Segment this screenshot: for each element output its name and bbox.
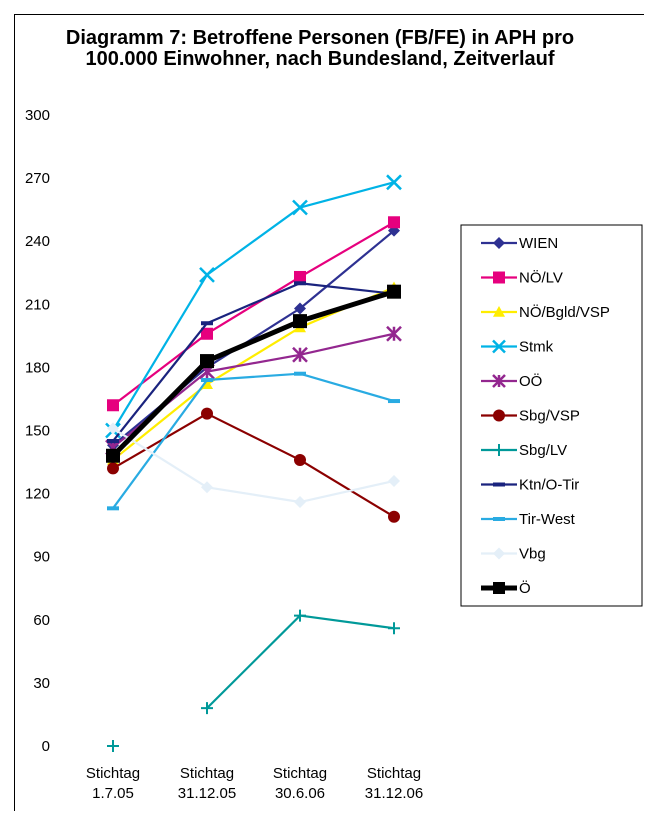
legend-label: Ktn/O-Tir (519, 477, 579, 494)
x-tick-label: 31.12.05 (178, 785, 236, 802)
legend-label: Stmk (519, 339, 554, 356)
legend-entry-noe-lv: NÖ/LV (481, 269, 563, 287)
data-point-sbg-vsp (388, 510, 400, 523)
data-point-stmk (199, 266, 215, 283)
data-point-noe-lv (388, 216, 400, 229)
data-point-noe-lv (107, 399, 119, 412)
series-line-ooe (112, 332, 395, 449)
y-tick-label: 120 (25, 486, 50, 503)
legend-entry-ooe: OÖ (481, 372, 542, 390)
data-point-wien (294, 302, 306, 315)
series-line-oe (111, 289, 395, 458)
data-point-oe (106, 448, 120, 463)
legend-entry-wien: WIEN (481, 235, 558, 252)
legend-entry-noe-bgld-vsp: NÖ/Bgld/VSP (481, 303, 610, 321)
data-point-sbg-lv (107, 740, 119, 752)
series-line-sbg-vsp (112, 412, 395, 518)
data-point-sbg-vsp (107, 462, 119, 475)
data-point-ooe (386, 325, 402, 342)
data-point-stmk (292, 199, 308, 216)
data-point-ooe (292, 346, 308, 363)
data-point-sbg-vsp (294, 453, 306, 466)
legend-entry-stmk: Stmk (481, 339, 554, 356)
y-tick-label: 240 (25, 233, 50, 250)
data-point-vbg (294, 496, 306, 509)
x-tick-label: 31.12.06 (365, 785, 423, 802)
data-point-vbg (388, 474, 400, 487)
chart-title: Diagramm 7: Betroffene Personen (FB/FE) … (65, 27, 575, 70)
data-point-noe-bgld-vsp (201, 378, 213, 390)
y-tick-label: 300 (25, 107, 50, 124)
data-point-tir-west (294, 371, 306, 376)
x-tick-label: Stichtag (273, 765, 327, 782)
legend-marker (493, 517, 505, 521)
data-point-tir-west (107, 506, 119, 511)
data-point-sbg-lv (388, 622, 400, 635)
x-tick-label: 1.7.05 (92, 785, 134, 802)
y-tick-label: 90 (33, 549, 50, 566)
legend-marker (492, 374, 506, 388)
legend-label: WIEN (519, 235, 558, 252)
legend-marker (493, 409, 505, 422)
series-line-ktn-o-tir (112, 282, 395, 442)
data-point-tir-west (201, 378, 213, 383)
series-line-stmk (112, 181, 395, 432)
legend-entry-sbg-lv: Sbg/LV (481, 442, 567, 459)
legend-label: NÖ/LV (519, 269, 563, 287)
data-point-ktn-o-tir (294, 281, 306, 286)
legend-marker (493, 306, 505, 317)
data-point-sbg-vsp (201, 407, 213, 420)
legend-entry-ktn-o-tir: Ktn/O-Tir (481, 477, 579, 494)
data-point-oe (387, 284, 401, 299)
y-tick-label: 270 (25, 170, 50, 187)
data-point-sbg-lv (294, 609, 306, 622)
legend-label: Tir-West (519, 511, 576, 528)
legend-entry-vbg: Vbg (481, 546, 546, 563)
data-point-vbg (107, 422, 119, 435)
data-point-noe-lv (294, 270, 306, 283)
data-point-noe-lv (201, 327, 213, 340)
chart-frame (14, 14, 644, 811)
data-point-tir-west (388, 399, 400, 404)
y-tick-label: 180 (25, 359, 50, 376)
y-tick-label: 60 (33, 612, 50, 629)
legend-label: Sbg/VSP (519, 408, 580, 425)
data-point-oe (200, 354, 214, 369)
legend-marker (493, 237, 505, 249)
x-tick-label: Stichtag (180, 765, 234, 782)
legend-marker (493, 444, 505, 456)
legend-label: NÖ/Bgld/VSP (519, 303, 610, 321)
legend-entry-tir-west: Tir-West (481, 511, 576, 528)
x-tick-label: 30.6.06 (275, 785, 325, 802)
y-tick-label: 0 (42, 738, 50, 755)
legend-entry-oe: Ö (481, 579, 531, 597)
data-point-stmk (386, 174, 402, 191)
y-tick-label: 210 (25, 296, 50, 313)
series-line-vbg (112, 427, 395, 504)
data-point-ktn-o-tir (201, 321, 213, 326)
series-line-tir-west (112, 372, 395, 509)
data-point-vbg (201, 481, 213, 494)
series-line-sbg-lv (206, 614, 395, 709)
data-point-oe (293, 314, 307, 329)
legend-marker (493, 547, 505, 560)
legend-label: Ö (519, 579, 531, 597)
legend-marker (493, 582, 505, 594)
series-line-noe-lv (112, 221, 395, 407)
legend-entry-sbg-vsp: Sbg/VSP (481, 408, 580, 425)
x-tick-label: Stichtag (367, 765, 421, 782)
legend-marker (492, 339, 506, 354)
legend-marker (493, 482, 505, 487)
data-point-ktn-o-tir (107, 439, 119, 444)
y-tick-label: 150 (25, 423, 50, 440)
legend-label: Sbg/LV (519, 442, 567, 459)
x-tick-label: Stichtag (86, 765, 140, 782)
y-tick-label: 30 (33, 675, 50, 692)
data-point-sbg-lv (201, 702, 213, 715)
legend-label: OÖ (519, 372, 542, 390)
legend-marker (493, 271, 505, 284)
legend-label: Vbg (519, 546, 546, 563)
